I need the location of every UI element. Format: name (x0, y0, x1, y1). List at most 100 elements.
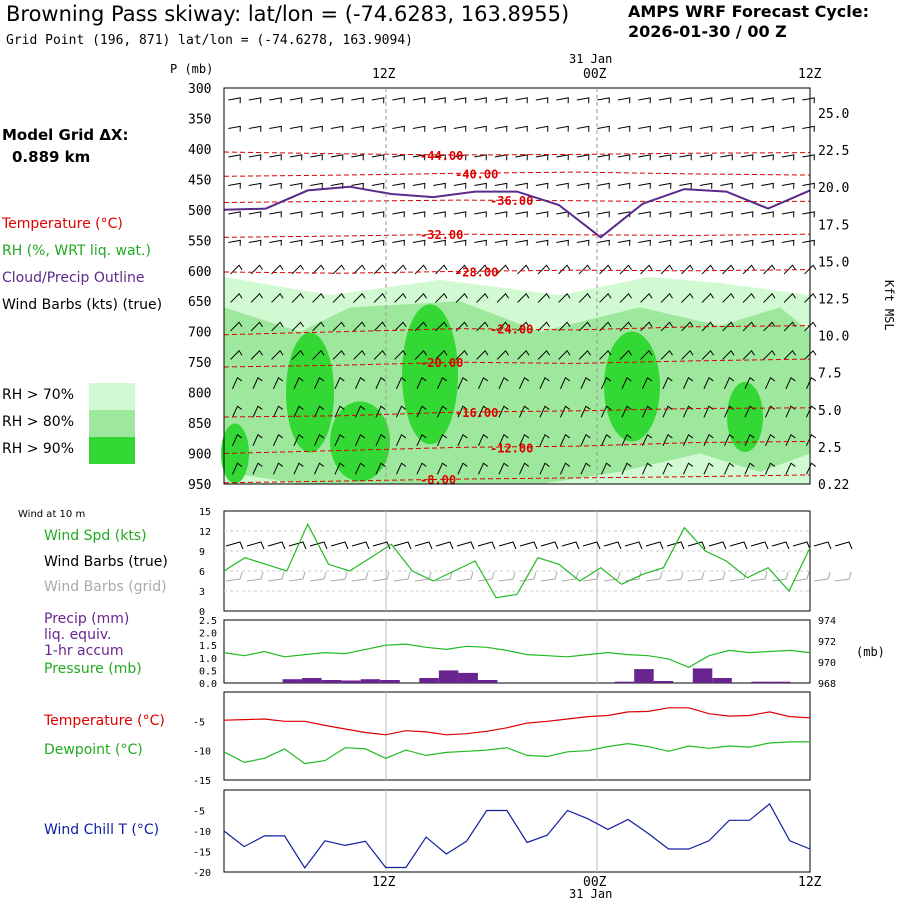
wind-barb (742, 292, 755, 303)
wind-barb (351, 97, 364, 104)
wind-barb (414, 349, 427, 360)
bottom-time-tick-label: 12Z (372, 875, 396, 890)
wind-barb (517, 349, 530, 360)
precip-liq-label: liq. equiv. (44, 627, 112, 643)
wind-barb (722, 349, 735, 360)
wind-barb (804, 264, 817, 275)
windchill-ytick-label: -20 (193, 868, 211, 879)
time-tick-label: 00Z (583, 67, 607, 82)
wind-barb (660, 292, 673, 303)
wind-barb (518, 433, 530, 447)
wind-barb (330, 97, 344, 104)
wind-barb (293, 433, 304, 447)
wind-barb (580, 376, 591, 390)
wind-barb (619, 292, 632, 303)
wind-barb (375, 405, 386, 418)
wind-barb (453, 182, 467, 189)
pressure-ytick-label: 974 (818, 616, 836, 627)
dewpoint-line (223, 741, 810, 765)
wind-barb-grid (330, 571, 348, 582)
wind-barb-true (330, 541, 349, 550)
wind-barb (517, 321, 530, 332)
wind-barb-true (582, 541, 601, 550)
wind-barb (518, 376, 530, 390)
pressure-ytick-label: 968 (818, 679, 836, 690)
wind-barb-grid (393, 571, 411, 582)
wind-barb (371, 182, 385, 189)
wind-barb-grid (309, 571, 327, 582)
wind-barb (498, 433, 509, 447)
temperature-contour-label: -28.00 (455, 265, 498, 279)
wind-barb (436, 433, 448, 447)
wind-barb (496, 321, 509, 332)
wind-barb (392, 182, 405, 189)
wind-barb (477, 376, 489, 390)
wind-barb (230, 321, 243, 332)
wind-barb (781, 97, 795, 104)
wind-barb (435, 264, 448, 275)
precip-bar (419, 678, 439, 683)
wind-barb (617, 182, 631, 189)
wind-barb (578, 321, 591, 332)
wind-barb (351, 125, 364, 132)
wind-barb (535, 211, 549, 218)
windchill-label: Wind Chill T (°C) (44, 822, 160, 838)
height-tick-label: 15.0 (818, 255, 849, 270)
wind-barb (231, 405, 243, 418)
legend-rh90-swatch (89, 437, 135, 464)
wind-barb (600, 433, 612, 447)
date-label: 31 Jan (569, 52, 612, 66)
wind-barb (576, 211, 590, 218)
wind-barb (354, 462, 366, 475)
wind-barb (289, 211, 303, 218)
wind-barb (395, 433, 407, 447)
wind-barb-grid (246, 571, 264, 582)
temperature-contour-label: -16.00 (455, 406, 498, 420)
precip-panel: 0.0 0.51.0 1.52.0 2.5 968 970 972 974 (mb) (199, 616, 885, 690)
wind-barb (334, 405, 345, 418)
wind-barb (805, 405, 817, 418)
wind-barb (310, 211, 323, 218)
wind-barb (228, 125, 241, 132)
wind-barb (494, 182, 508, 189)
wind-barb-grid (792, 571, 810, 582)
wind-barb-grid (687, 571, 705, 582)
wind-barb (310, 182, 323, 189)
wind-barb-grid (645, 571, 663, 582)
wind-barb (252, 405, 263, 418)
wind-barb (576, 97, 590, 104)
temperature-ytick-label: -15 (193, 776, 211, 787)
wind-barb (701, 321, 714, 332)
precip-bar (712, 678, 732, 683)
wind-barb (436, 462, 448, 475)
temperature-contour (223, 440, 811, 454)
wind-barb-grid (834, 571, 852, 582)
wind-barb (662, 405, 673, 418)
wind-barb (679, 211, 692, 218)
wind-barb (640, 349, 653, 360)
temperature-label: Temperature (°C) (44, 713, 165, 729)
pressure-tick-label: 350 (188, 112, 211, 127)
wind-barb (537, 321, 550, 332)
temperature-contour-label: -44.00 (420, 149, 463, 163)
legend-cloud: Cloud/Precip Outline (2, 270, 145, 286)
wind-ytick-label: 9 (199, 547, 205, 558)
wind-barb (781, 182, 795, 189)
wind-barb (455, 349, 468, 360)
wind-barb (720, 182, 733, 189)
wind-barb-true (435, 541, 454, 550)
wind-barb (619, 264, 632, 275)
wind-barbs-grid-label: Wind Barbs (grid) (44, 579, 167, 595)
wind-barb (781, 154, 795, 161)
wind-barb (804, 292, 817, 303)
wind-barb (763, 321, 776, 332)
wind-barb (804, 321, 817, 332)
pressure-tick-label: 550 (188, 234, 211, 249)
wind-barb (535, 239, 549, 246)
pressure-tick-label: 400 (188, 143, 211, 158)
wind-barb (802, 154, 815, 161)
wind-barb (515, 211, 528, 218)
wind-barb (494, 97, 508, 104)
wind-barb-true (771, 541, 790, 550)
wind-barb (269, 125, 282, 132)
